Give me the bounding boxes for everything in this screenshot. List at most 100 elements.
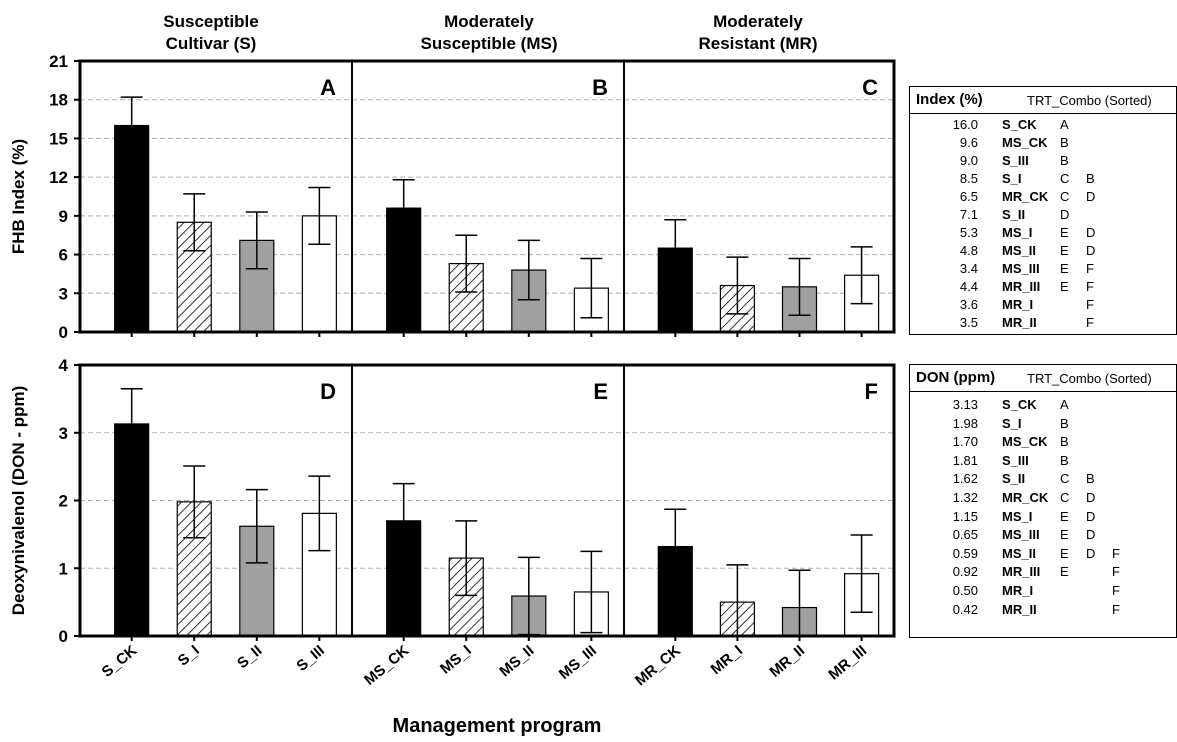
table-row: 6.5 MR_CK C D (910, 189, 1176, 207)
plot-frame (78, 363, 896, 638)
table-treatment: MS_III (1002, 527, 1040, 543)
table-group-letter: D (1086, 527, 1096, 543)
table-group-letter: E (1060, 225, 1069, 240)
table-treatment: MR_II (1002, 601, 1037, 617)
y-tick-label: 3 (59, 424, 68, 443)
panel-letter: C (862, 75, 878, 100)
table-group-letter: F (1086, 297, 1094, 312)
table-row: 1.15 MS_I E D (910, 509, 1176, 527)
table-treatment: MR_III (1002, 564, 1041, 580)
table-group-letter: F (1086, 279, 1094, 294)
table-row: 3.4 MS_III E F (910, 261, 1176, 279)
table-value: 0.65 (952, 527, 978, 543)
table-value: 4.8 (959, 243, 978, 258)
x-axis-label: Management program (393, 715, 602, 737)
table-treatment: S_III (1002, 452, 1029, 468)
x-tick-label: S_CK (99, 642, 141, 681)
table-group-letter: B (1060, 135, 1069, 150)
table-value: 1.62 (952, 471, 978, 487)
table-value: 0.59 (952, 545, 978, 561)
table-header: Index (%) TRT_Combo (Sorted) (910, 87, 1176, 114)
table-group-letter: B (1060, 153, 1069, 168)
y-tick-label: 9 (59, 207, 68, 226)
table-group-letter: E (1060, 508, 1069, 524)
fhb-index-chart: 0 3 6 9 12 15 18 21 FHB Index (%) A B C (9, 52, 896, 342)
table-treatment: S_I (1002, 415, 1022, 431)
table-row: 16.0 S_CK A (910, 117, 1176, 135)
y-tick-label: 21 (49, 52, 68, 71)
table-treatment: MS_CK (1002, 135, 1048, 150)
x-tick-label: MS_I (437, 642, 475, 678)
table-group-letter: F (1086, 261, 1094, 276)
table-value: 9.0 (959, 153, 978, 168)
table-treatment: MS_I (1002, 508, 1033, 524)
table-treatment: S_CK (1002, 397, 1037, 412)
table-row: 1.70 MS_CK B (910, 434, 1176, 452)
table-value: 3.13 (952, 397, 978, 412)
panel-b: B (386, 75, 609, 337)
table-group-letter: D (1086, 225, 1096, 240)
table-treatment: MS_II (1002, 243, 1036, 258)
table-row: 3.5 MR_II F (910, 315, 1176, 333)
x-tick-label: MS_III (556, 642, 600, 683)
x-tick-label: S_III (293, 642, 328, 675)
table-value: 1.98 (952, 415, 978, 431)
table-row: 1.62 S_II C B (910, 471, 1176, 489)
table-treatment: S_II (1002, 471, 1026, 487)
table-treatment: MR_I (1002, 583, 1034, 598)
panel-f: MR_CK MR_I MR_II MR_III F (632, 379, 880, 689)
x-tick-label: MR_II (766, 642, 808, 681)
y-axis-label: Deoxynivalenol (DON - ppm) (9, 386, 28, 616)
x-tick-label: S_I (175, 642, 203, 669)
table-treatment: S_CK (1002, 117, 1037, 132)
table-row: 0.92 MR_III E F (910, 564, 1176, 582)
y-tick-label: 0 (59, 323, 68, 342)
table-row: 0.59 MS_II E D F (910, 546, 1176, 564)
y-tick-label: 18 (49, 91, 68, 110)
table-treatment: MR_II (1002, 315, 1037, 330)
table-value: 0.42 (952, 601, 978, 617)
table-group-letter: E (1060, 545, 1069, 561)
y-tick-label: 6 (59, 246, 68, 265)
table-treatment: S_III (1002, 153, 1029, 168)
table-row: 0.65 MS_III E D (910, 527, 1176, 545)
panel-letter: A (320, 75, 336, 100)
table-group-letter: C (1060, 471, 1070, 487)
table-group-letter: B (1060, 415, 1069, 431)
table-group-letter: B (1060, 434, 1069, 450)
table-group-letter: B (1086, 171, 1095, 186)
table-group-letter: B (1060, 452, 1069, 468)
table-value: 0.50 (952, 583, 978, 598)
table-row: 1.98 S_I B (910, 416, 1176, 434)
table-treatment: S_I (1002, 171, 1022, 186)
y-tick-label: 3 (59, 284, 68, 303)
y-tick-label: 0 (59, 627, 68, 646)
panel-e: MS_CK MS_I MS_II MS_III E (361, 379, 609, 689)
bar (114, 124, 150, 333)
table-treatment: MR_III (1002, 279, 1041, 294)
y-tick-label: 4 (59, 356, 69, 375)
table-treatment: MR_I (1002, 297, 1034, 312)
table-value: 0.92 (952, 564, 978, 580)
panel-a: A (114, 75, 337, 337)
don-significance-table: DON (ppm) TRT_Combo (Sorted) 3.13 S_CK A 1.… (909, 364, 1177, 638)
table-row: 3.13 S_CK A (910, 397, 1176, 415)
table-row: 5.3 MS_I E D (910, 225, 1176, 243)
table-group-letter: D (1086, 243, 1096, 258)
table-group-letter: E (1060, 243, 1069, 258)
table-value: 7.1 (959, 207, 978, 222)
table-group-letter: F (1112, 564, 1120, 580)
y-axis-label: FHB Index (%) (9, 139, 28, 254)
table-group-letter: B (1086, 471, 1095, 487)
x-tick-label: MR_CK (632, 642, 684, 689)
table-group-letter: D (1086, 545, 1096, 561)
column-title: Susceptible (MS) (421, 34, 558, 53)
y-tick-label: 12 (49, 168, 68, 187)
panel-c: C (657, 75, 880, 337)
table-value: 1.70 (952, 434, 978, 450)
table-header: DON (ppm) TRT_Combo (Sorted) (910, 365, 1176, 392)
table-value: 1.32 (952, 490, 978, 505)
column-title: Cultivar (S) (166, 34, 257, 53)
table-header-value: DON (ppm) (916, 369, 996, 386)
table-value: 3.4 (959, 261, 978, 276)
